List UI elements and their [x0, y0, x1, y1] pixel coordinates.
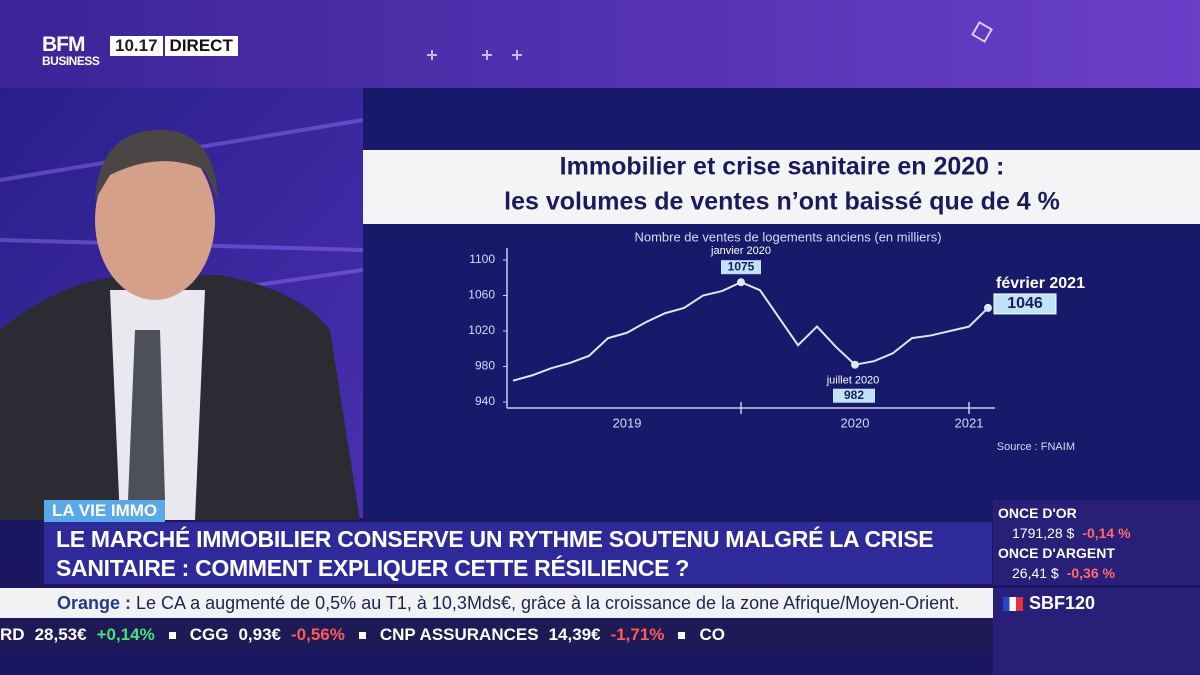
- label-bg: [993, 293, 1057, 315]
- live-badge: 10.17 DIRECT: [110, 36, 238, 56]
- news-text: Le CA a augmenté de 0,5% au T1, à 10,3Md…: [136, 593, 960, 613]
- logo: BFM BUSINESS: [42, 33, 100, 68]
- chart-subtitle: Nombre de ventes de logements anciens (e…: [634, 229, 941, 244]
- person-hair: [95, 130, 218, 200]
- x-tick-label: 2021: [955, 415, 984, 430]
- stock-ticker: RD 28,53€ +0,14% CGG 0,93€ -0,56% CNP ASSURANC…: [0, 620, 993, 650]
- y-tick-label: 1060: [468, 288, 495, 302]
- market-row: 26,41 $ -0,36 %: [998, 563, 1195, 583]
- annotation: juillet 2020: [826, 375, 880, 387]
- market-price: 26,41 $: [1012, 565, 1059, 581]
- y-tick-label: 940: [475, 394, 495, 408]
- chart-title-bg: [363, 150, 1200, 224]
- chart: Immobilier et crise sanitaire en 2020 : …: [468, 153, 1085, 453]
- separator: [678, 632, 686, 640]
- x-tick-label: 2020: [841, 415, 870, 430]
- news-ticker: Orange : Le CA a augmenté de 0,5% au T1,…: [0, 588, 993, 618]
- index-name: SBF120: [1029, 593, 1096, 613]
- time: 10.17: [110, 36, 163, 56]
- logo-text: BFM: [42, 33, 86, 56]
- market-change: -0,14 %: [1082, 525, 1131, 541]
- stock-name: CNP ASSURANCES: [379, 625, 539, 644]
- data-line: [512, 281, 989, 382]
- chart-source: Source : FNAIM: [997, 441, 1075, 453]
- person-tie: [128, 330, 165, 520]
- value-label: 1046: [1007, 295, 1043, 312]
- label-bg: [721, 260, 761, 275]
- headline: SANITAIRE : COMMENT EXPLIQUER CETTE RÉSI…: [56, 555, 690, 581]
- point: [984, 303, 992, 312]
- market-name: ONCE D'ARGENT: [998, 545, 1115, 561]
- live: DIRECT: [164, 36, 238, 56]
- banner-tag: LA VIE IMMO: [44, 500, 166, 522]
- market-name: ONCE D'OR: [998, 505, 1077, 521]
- stock-change: -0,56%: [290, 625, 345, 644]
- market-price: 1791,28 $: [1012, 525, 1075, 541]
- chart-title: Immobilier et crise sanitaire en 2020 :: [560, 153, 1005, 181]
- stock-price: 28,53€: [34, 625, 87, 644]
- annotation: janvier 2020: [710, 245, 771, 257]
- stock-change: -1,71%: [610, 625, 665, 644]
- stock-price: 0,93€: [238, 625, 281, 644]
- y-tick-label: 980: [475, 359, 495, 373]
- market-row: 1791,28 $ -0,14 %: [998, 523, 1195, 543]
- point: [851, 360, 859, 369]
- index-box: SBF120: [993, 588, 1200, 675]
- stock-name: RD: [0, 625, 25, 644]
- headline-box: LE MARCHÉ IMMOBILIER CONSERVE UN RYTHME …: [44, 522, 992, 584]
- year-separator: [740, 402, 970, 414]
- decor: [971, 21, 993, 43]
- y-tick-label: 1020: [468, 323, 495, 337]
- headline: LE MARCHÉ IMMOBILIER CONSERVE UN RYTHME …: [56, 526, 934, 552]
- stock-name: CO: [699, 625, 725, 644]
- stock-change: +0,14%: [96, 625, 155, 644]
- point: [737, 278, 745, 287]
- flag: [1003, 597, 1023, 612]
- y-tick-label: 1100: [469, 252, 495, 266]
- separator: [168, 632, 176, 640]
- news-company: Orange :: [57, 593, 132, 613]
- markets: ONCE D'OR 1791,28 $ -0,14 % ONCE D'ARGENT 26…: [993, 500, 1200, 585]
- chart-title: les volumes de ventes n’ont baissé que d…: [504, 188, 1060, 216]
- person-head: [95, 140, 215, 300]
- value-label: 1075: [728, 259, 755, 273]
- value-label: 982: [844, 388, 864, 402]
- stock-price: 14,39€: [548, 625, 601, 644]
- market-change: -0,36 %: [1066, 565, 1115, 581]
- label-bg: [833, 388, 875, 403]
- decor: [427, 50, 522, 60]
- separator: [358, 632, 366, 640]
- stock-name: CGG: [189, 625, 229, 644]
- logo-sub: BUSINESS: [42, 54, 100, 68]
- annotation: février 2021: [996, 275, 1085, 292]
- x-tick-label: 2019: [613, 415, 642, 430]
